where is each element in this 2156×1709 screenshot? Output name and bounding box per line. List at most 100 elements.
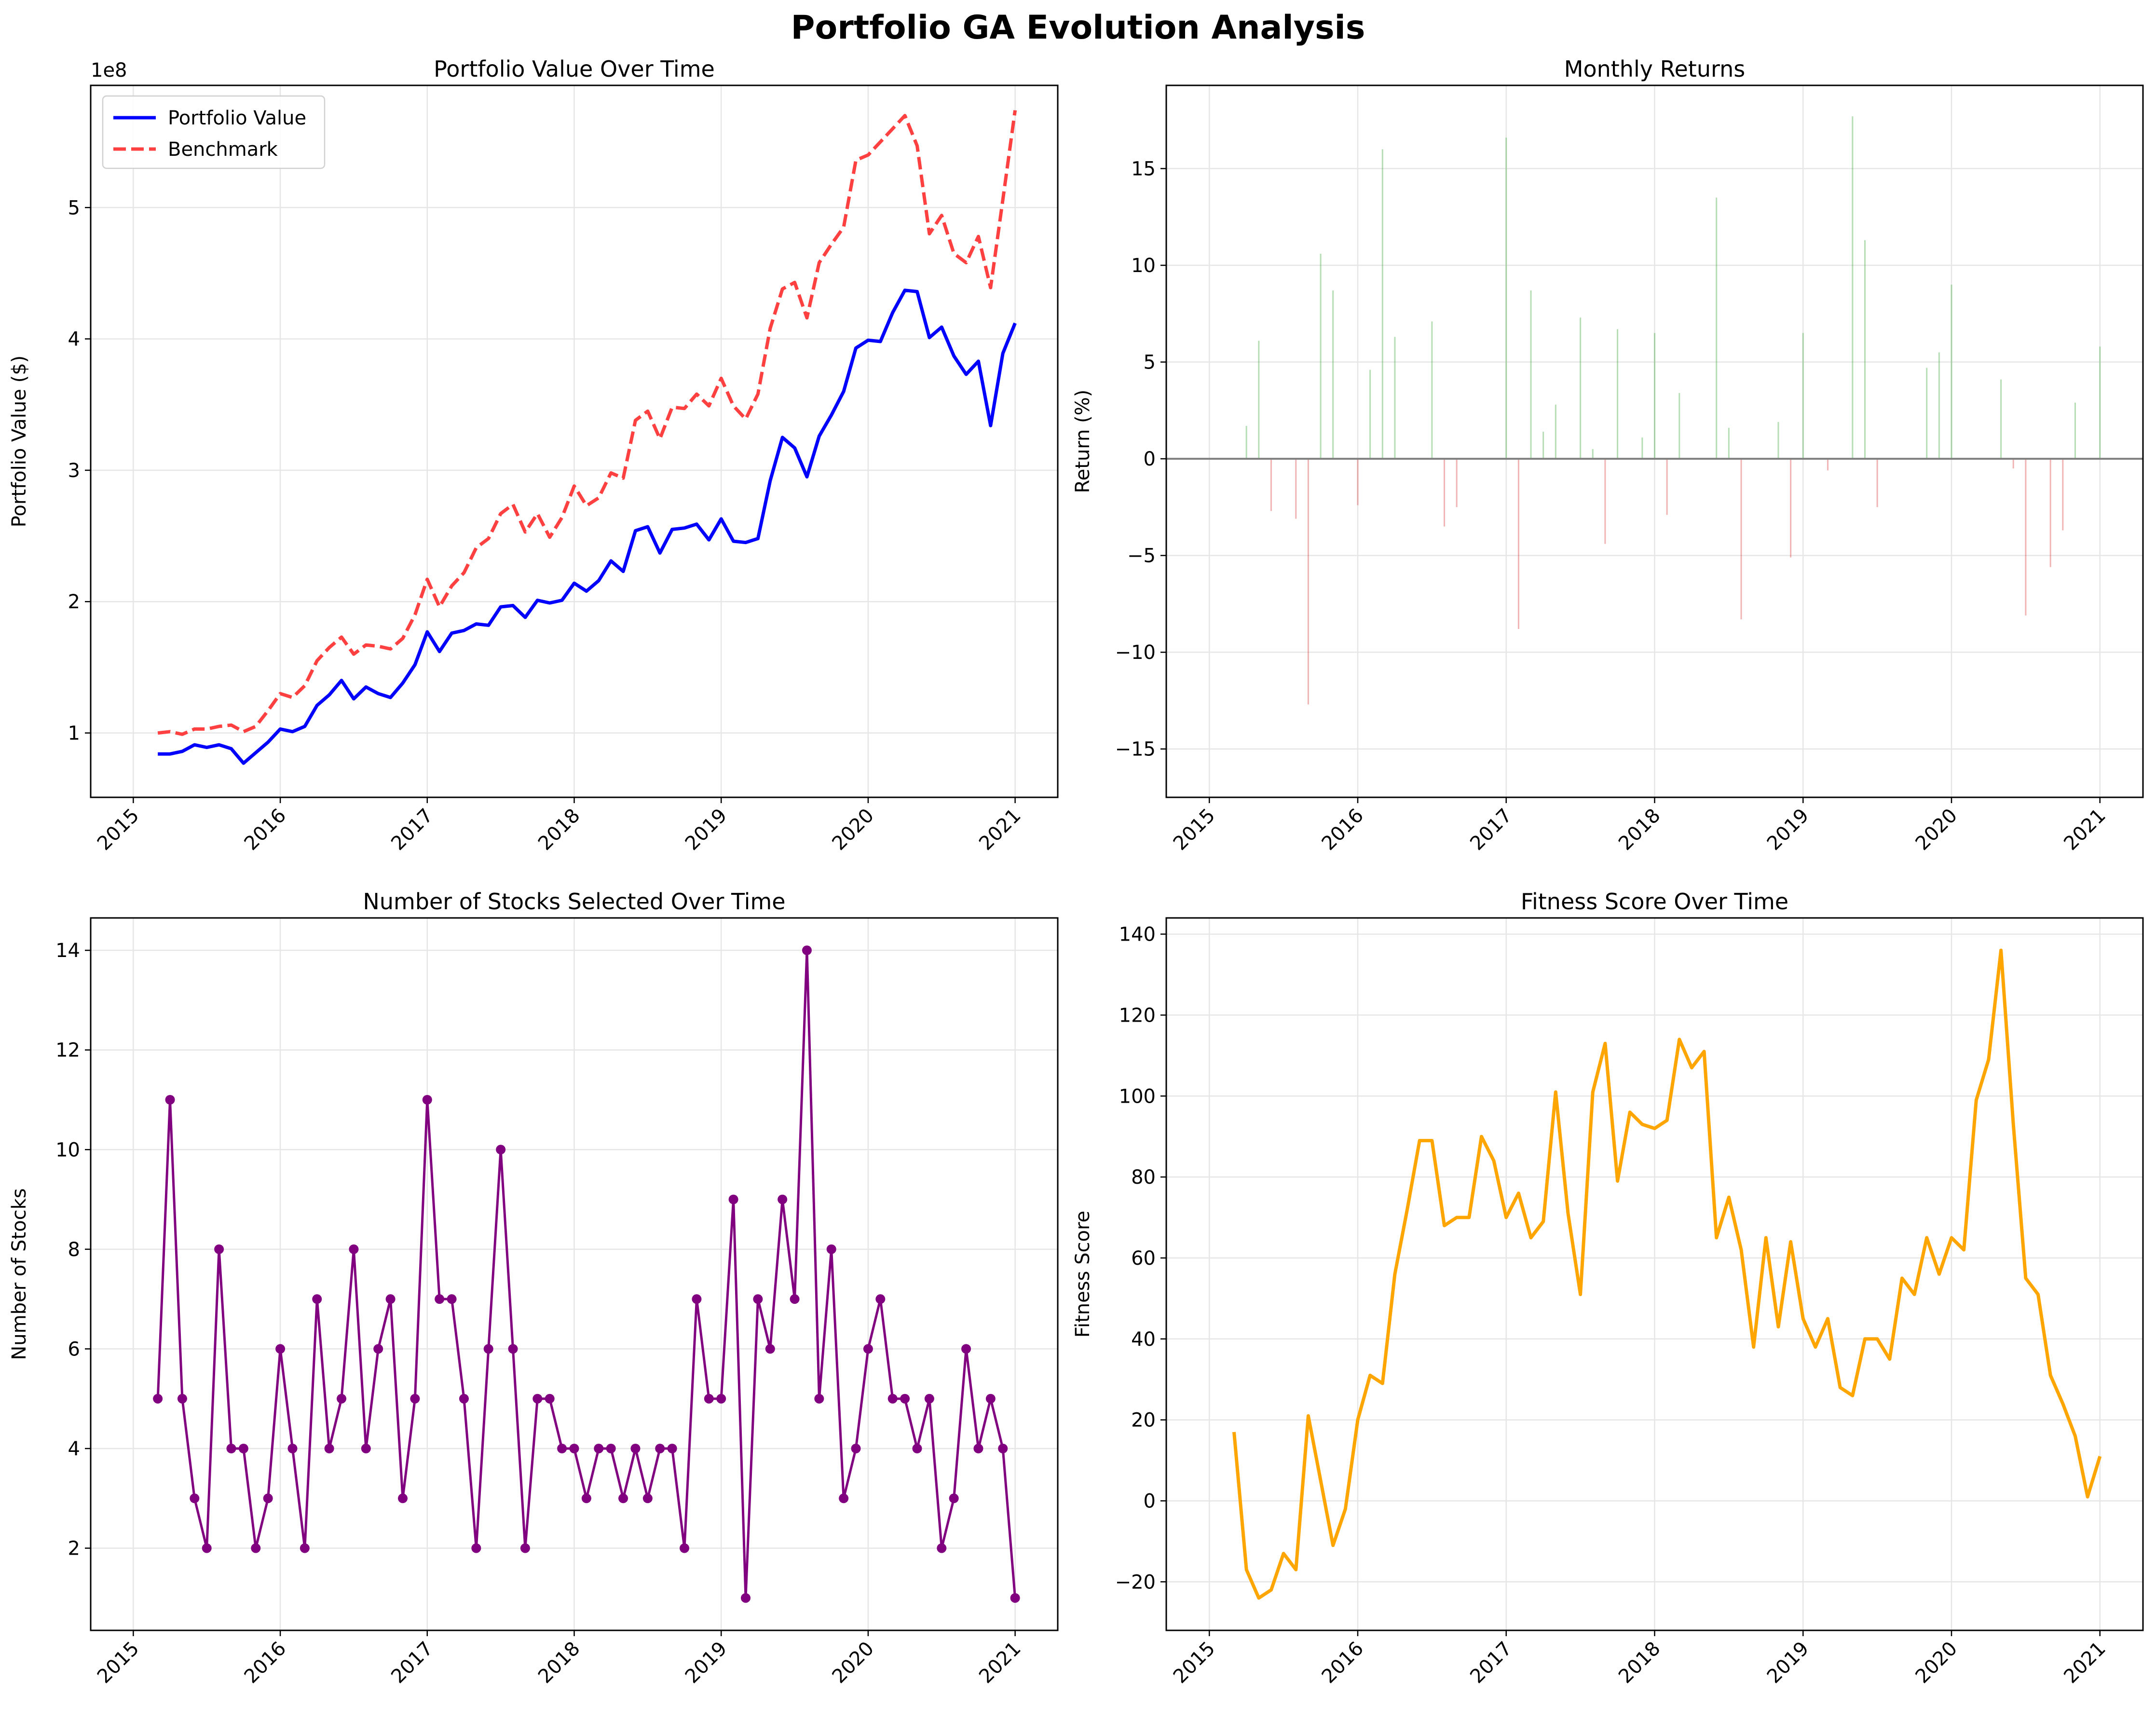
data-point (606, 1444, 616, 1454)
x-tick-label: 2019 (681, 1638, 732, 1688)
return-bar (1654, 333, 1655, 459)
y-tick-label: −15 (1115, 738, 1156, 761)
x-tick-label: 2019 (681, 805, 732, 855)
x-tick-label: 2018 (534, 1638, 585, 1688)
y-tick-label: 0 (1144, 1490, 1156, 1512)
data-point (447, 1294, 457, 1304)
data-point (202, 1543, 212, 1553)
x-tick-label: 2018 (1614, 805, 1665, 855)
return-bar (1332, 290, 1334, 459)
data-point (778, 1194, 788, 1204)
data-point (692, 1294, 702, 1304)
data-point (373, 1344, 383, 1354)
data-point (226, 1444, 236, 1454)
data-point (361, 1444, 371, 1454)
data-point (802, 945, 812, 956)
data-point (410, 1394, 420, 1404)
return-bar (1517, 459, 1519, 629)
return-bar (1555, 404, 1556, 459)
y-axis-label: Return (%) (1072, 390, 1094, 493)
x-tick-label: 2018 (534, 805, 585, 855)
y-tick-label: 5 (1144, 352, 1156, 374)
data-point (618, 1493, 628, 1504)
return-bar (2062, 459, 2064, 531)
return-bar (1926, 368, 1928, 459)
y-tick-label: 80 (1131, 1166, 1156, 1189)
data-point (839, 1493, 849, 1504)
return-bar (1530, 290, 1532, 459)
data-point (973, 1444, 983, 1454)
return-bar (1938, 352, 1940, 459)
data-point (814, 1394, 824, 1404)
return-bar (1852, 116, 1854, 459)
data-point (937, 1543, 947, 1553)
data-point (716, 1394, 726, 1404)
return-bar (2049, 459, 2051, 567)
data-point (177, 1394, 187, 1404)
data-point (630, 1444, 641, 1454)
x-tick-label: 2015 (1169, 1638, 1220, 1688)
panel-1: 1 2 3 4 5 2015 2016 2017 2018 2019 2020 2021 Portfol… (8, 56, 1059, 855)
return-bar (1666, 459, 1668, 515)
data-point (287, 1444, 298, 1454)
y-tick-label: 1 (68, 723, 80, 745)
x-tick-label: 2019 (1763, 1638, 1814, 1688)
data-point (594, 1444, 604, 1454)
data-point (275, 1344, 286, 1354)
data-point (422, 1094, 432, 1105)
plot-area (153, 945, 1020, 1603)
data-point (581, 1493, 591, 1504)
return-bar (2025, 459, 2027, 615)
return-bar (1728, 427, 1730, 459)
x-tick-label: 2020 (1911, 805, 1962, 855)
return-bar (1295, 459, 1297, 519)
x-tick-label: 2021 (2060, 1638, 2110, 1688)
data-point (753, 1294, 763, 1304)
chart-title: Portfolio Value Over Time (434, 56, 715, 82)
x-tick-label: 2019 (1763, 805, 1814, 855)
y-tick-label: 4 (68, 328, 80, 351)
data-point (496, 1145, 506, 1155)
y-tick-label: 120 (1119, 1004, 1156, 1026)
data-point (863, 1344, 873, 1354)
data-point (851, 1444, 861, 1454)
return-bar (1641, 437, 1643, 459)
data-point (214, 1244, 224, 1254)
return-bar (1444, 459, 1446, 527)
return-bar (1580, 317, 1582, 459)
y-tick-label: 6 (68, 1338, 80, 1360)
figure-title: Portfolio GA Evolution Analysis (791, 9, 1365, 47)
data-point (483, 1344, 493, 1354)
return-bar (1716, 197, 1718, 459)
y-tick-label: 140 (1119, 924, 1156, 946)
return-bar (1604, 459, 1606, 544)
y-tick-label: 8 (68, 1239, 80, 1261)
data-point (508, 1344, 518, 1354)
y-axis-label: Portfolio Value ($) (8, 355, 30, 527)
return-bar (1431, 321, 1433, 459)
data-point (1010, 1593, 1020, 1603)
return-bar (1790, 459, 1792, 558)
data-point (545, 1394, 555, 1404)
data-point (459, 1394, 469, 1404)
x-tick-label: 2016 (1318, 805, 1368, 855)
x-tick-label: 2016 (240, 1638, 291, 1688)
return-bar (1456, 459, 1458, 507)
data-point (385, 1294, 396, 1304)
y-tick-label: 3 (68, 460, 80, 482)
data-point (324, 1444, 334, 1454)
x-tick-label: 2015 (1169, 805, 1220, 855)
legend: Portfolio Value Benchmark (102, 95, 326, 169)
data-point (238, 1444, 248, 1454)
return-bar (2099, 346, 2101, 459)
return-bar (1827, 459, 1829, 471)
plot-area (1166, 116, 2143, 705)
data-point (312, 1294, 322, 1304)
x-tick-label: 2017 (1466, 1638, 1516, 1688)
y-tick-label: −20 (1115, 1571, 1156, 1593)
return-bar (1678, 393, 1680, 459)
y-tick-label: 14 (55, 940, 80, 962)
y-tick-label: 15 (1131, 158, 1156, 180)
data-point (728, 1194, 738, 1204)
data-point (520, 1543, 530, 1553)
